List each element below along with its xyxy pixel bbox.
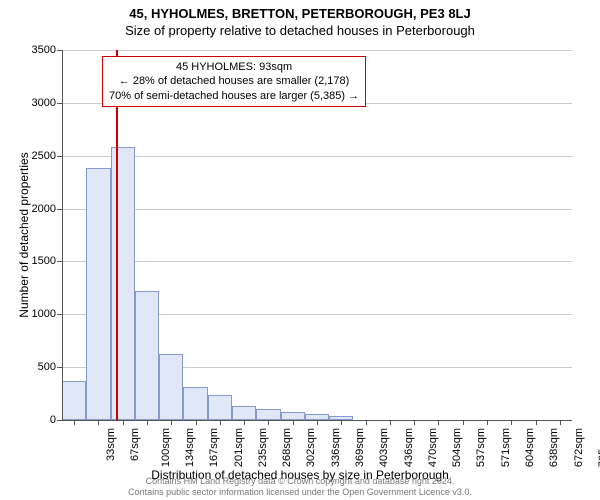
y-axis-line (62, 50, 63, 420)
x-tick-label: 268sqm (281, 428, 293, 467)
x-tick (196, 420, 197, 425)
y-tick-label: 2000 (16, 203, 56, 215)
histogram-bar (208, 395, 232, 420)
x-tick-label: 369sqm (354, 428, 366, 467)
x-tick-label: 672sqm (573, 428, 585, 467)
y-tick-label: 3500 (16, 44, 56, 56)
grid-line (62, 156, 572, 157)
footer-line-2: Contains public sector information licen… (0, 487, 600, 498)
histogram-bar (135, 291, 159, 420)
x-tick-label: 336sqm (330, 428, 342, 467)
y-tick-label: 500 (16, 361, 56, 373)
y-tick-label: 3000 (16, 97, 56, 109)
info-box: 45 HYHOLMES: 93sqm ← 28% of detached hou… (102, 56, 366, 107)
y-tick-label: 0 (16, 414, 56, 426)
x-tick-label: 436sqm (403, 428, 415, 467)
x-tick (98, 420, 99, 425)
info-line-2: ← 28% of detached houses are smaller (2,… (109, 74, 359, 88)
footer-line-1: Contains HM Land Registry data © Crown c… (0, 476, 600, 487)
histogram-bar (183, 387, 207, 420)
histogram-bar (159, 354, 183, 420)
histogram-bar (256, 409, 280, 420)
grid-line (62, 50, 572, 51)
x-tick (463, 420, 464, 425)
x-tick-label: 470sqm (427, 428, 439, 467)
x-tick-label: 403sqm (378, 428, 390, 467)
x-tick-label: 100sqm (160, 428, 172, 467)
y-tick-label: 2500 (16, 150, 56, 162)
x-tick (511, 420, 512, 425)
histogram-bar (62, 381, 86, 420)
chart-subtitle: Size of property relative to detached ho… (0, 21, 600, 38)
grid-line (62, 261, 572, 262)
y-tick-label: 1500 (16, 255, 56, 267)
x-tick (341, 420, 342, 425)
y-axis-label: Number of detached properties (17, 135, 31, 335)
x-tick (293, 420, 294, 425)
x-tick (366, 420, 367, 425)
x-tick (317, 420, 318, 425)
x-tick (438, 420, 439, 425)
x-tick-label: 201sqm (233, 428, 245, 467)
address-title: 45, HYHOLMES, BRETTON, PETERBOROUGH, PE3… (0, 0, 600, 21)
y-tick-label: 1000 (16, 308, 56, 320)
x-tick-label: 33sqm (105, 428, 117, 461)
info-line-3: 70% of semi-detached houses are larger (… (109, 89, 359, 103)
histogram-bar (86, 168, 110, 420)
histogram-bar (232, 406, 256, 420)
footer: Contains HM Land Registry data © Crown c… (0, 476, 600, 498)
x-tick-label: 638sqm (548, 428, 560, 467)
x-tick-label: 302sqm (306, 428, 318, 467)
x-tick (171, 420, 172, 425)
x-tick-label: 504sqm (451, 428, 463, 467)
x-tick (414, 420, 415, 425)
histogram-bar (111, 147, 135, 420)
x-tick (536, 420, 537, 425)
chart-container: 45, HYHOLMES, BRETTON, PETERBOROUGH, PE3… (0, 0, 600, 500)
x-tick (147, 420, 148, 425)
x-tick-label: 167sqm (208, 428, 220, 467)
grid-line (62, 209, 572, 210)
x-tick (244, 420, 245, 425)
x-tick-label: 134sqm (184, 428, 196, 467)
x-tick-label: 67sqm (129, 428, 141, 461)
x-tick (487, 420, 488, 425)
x-tick-label: 571sqm (500, 428, 512, 467)
x-tick (74, 420, 75, 425)
x-tick (123, 420, 124, 425)
x-tick-label: 604sqm (524, 428, 536, 467)
x-tick (390, 420, 391, 425)
info-line-1: 45 HYHOLMES: 93sqm (109, 60, 359, 74)
x-tick (268, 420, 269, 425)
x-tick-label: 235sqm (257, 428, 269, 467)
x-tick (220, 420, 221, 425)
x-tick-label: 537sqm (476, 428, 488, 467)
x-tick (560, 420, 561, 425)
histogram-bar (281, 412, 305, 420)
